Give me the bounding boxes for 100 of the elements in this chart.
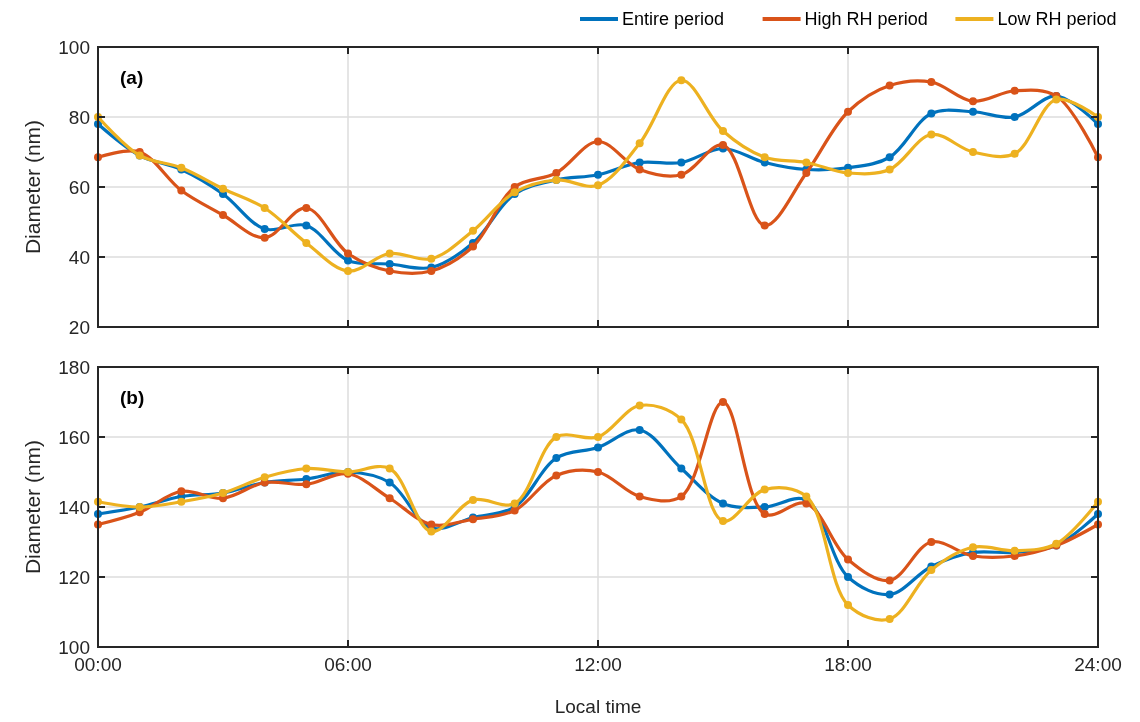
point [719, 517, 727, 525]
point [927, 130, 936, 139]
point [927, 538, 936, 546]
legend-label: Low RH period [997, 9, 1117, 29]
point [677, 170, 686, 179]
point [677, 464, 686, 473]
point [969, 543, 977, 552]
point [1052, 95, 1061, 104]
point [969, 552, 977, 560]
point [552, 433, 561, 441]
point [719, 127, 727, 135]
y-tick-label: 80 [68, 107, 90, 128]
point [969, 148, 977, 156]
point [927, 566, 936, 574]
point [177, 497, 186, 506]
point [802, 169, 811, 177]
point [260, 233, 269, 242]
point [760, 153, 769, 162]
point [635, 139, 644, 148]
y-tick-label: 40 [68, 247, 90, 268]
point [344, 249, 352, 258]
point [302, 480, 311, 489]
legend-label: High RH period [804, 9, 928, 29]
point [385, 260, 394, 268]
y-tick-label: 60 [68, 177, 90, 198]
point [844, 573, 852, 581]
x-tick-label: 18:00 [824, 654, 872, 675]
x-tick-label: 12:00 [574, 654, 622, 675]
point [177, 487, 186, 496]
point [802, 499, 811, 508]
point [427, 527, 436, 536]
point [510, 499, 519, 508]
y-tick-label: 140 [58, 497, 90, 518]
point [635, 165, 644, 174]
point [344, 256, 352, 265]
point [719, 141, 727, 149]
point [760, 510, 769, 518]
point [885, 153, 894, 162]
point [885, 615, 894, 623]
point [594, 433, 602, 441]
point [844, 601, 852, 609]
point [260, 204, 269, 212]
point [177, 186, 186, 195]
point [302, 204, 311, 212]
legend-label: Entire period [622, 9, 725, 29]
point [677, 158, 686, 167]
point [385, 267, 394, 275]
point [760, 221, 769, 230]
point [510, 506, 519, 515]
point [802, 492, 811, 501]
point [844, 107, 852, 116]
y-tick-label: 120 [58, 567, 90, 588]
point [635, 401, 644, 410]
point [385, 478, 394, 487]
point [1010, 113, 1019, 121]
point [844, 555, 852, 564]
point [427, 520, 436, 529]
point [844, 169, 852, 177]
point [385, 464, 394, 473]
point [552, 169, 561, 177]
point [760, 485, 769, 494]
point [427, 254, 436, 263]
point [927, 78, 936, 86]
x-tick-label: 24:00 [1074, 654, 1122, 675]
point [552, 471, 561, 480]
point [635, 426, 644, 434]
point [885, 576, 894, 585]
point [427, 267, 436, 275]
point [1010, 86, 1019, 95]
point [677, 76, 686, 85]
point [1010, 149, 1019, 158]
point [719, 499, 727, 508]
y-tick-label: 160 [58, 427, 90, 448]
point [385, 494, 394, 503]
point [760, 503, 769, 511]
point [594, 443, 602, 452]
point [885, 165, 894, 174]
x-tick-label: 06:00 [324, 654, 372, 675]
point [260, 225, 269, 233]
point [885, 81, 894, 90]
point [469, 226, 477, 235]
point [594, 137, 602, 146]
annotation: (b) [120, 387, 145, 408]
point [385, 249, 394, 258]
point [469, 242, 477, 251]
point [635, 492, 644, 501]
point [302, 221, 311, 230]
point [969, 97, 977, 106]
point [469, 496, 477, 504]
point [344, 267, 352, 275]
point [719, 398, 727, 406]
y-tick-label: 100 [58, 37, 90, 58]
x-axis-title: Local time [554, 696, 642, 717]
point [677, 492, 686, 501]
point [260, 473, 269, 482]
point [927, 109, 936, 118]
point [219, 184, 227, 193]
point [302, 464, 311, 473]
point [302, 239, 311, 247]
point [219, 211, 227, 219]
